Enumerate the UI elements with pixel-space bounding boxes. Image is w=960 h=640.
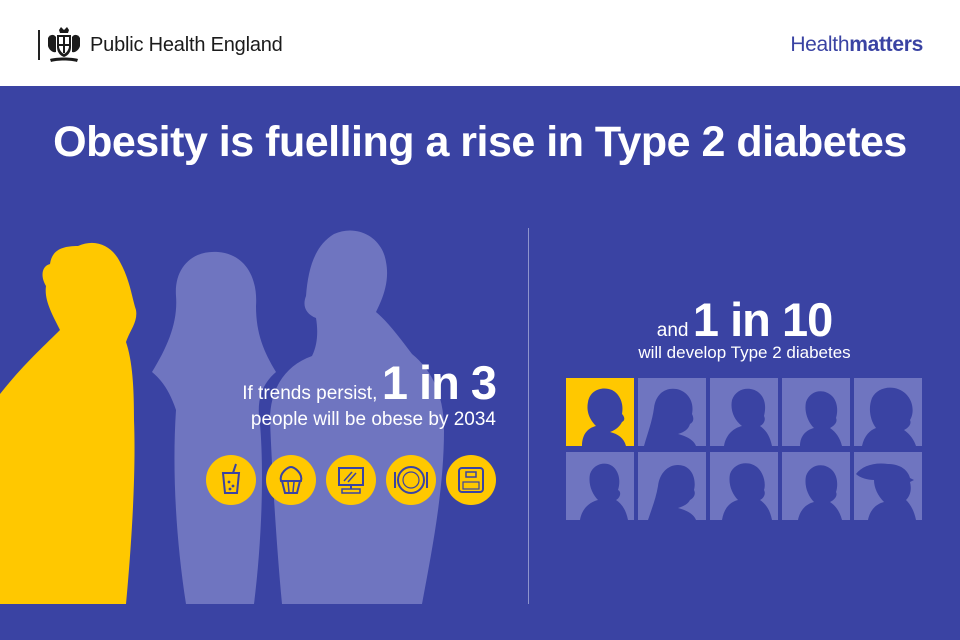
person-tile xyxy=(566,452,634,520)
plate-icon xyxy=(386,455,436,505)
health-matters-logo: Healthmatters xyxy=(790,33,923,57)
lifestyle-icon-row xyxy=(206,455,496,505)
obesity-stat-line: If trends persist, 1 in 3 xyxy=(206,355,497,410)
person-tile xyxy=(854,452,922,520)
header-bar: Public Health England Healthmatters xyxy=(0,0,960,86)
diabetes-stat-caption: will develop Type 2 diabetes xyxy=(638,343,851,362)
person-tile xyxy=(638,378,706,446)
royal-crest-icon xyxy=(48,27,80,62)
headline: Obesity is fuelling a rise in Type 2 dia… xyxy=(53,118,907,166)
diabetes-stat-figure: 1 in 10 xyxy=(692,293,833,346)
section-divider xyxy=(528,228,529,604)
header-rule xyxy=(38,30,40,60)
person-tile xyxy=(710,378,778,446)
obesity-stat-caption: people will be obese by 2034 xyxy=(250,409,496,430)
person-tile xyxy=(710,452,778,520)
person-tile xyxy=(782,452,850,520)
computer-screen-icon xyxy=(326,455,376,505)
obesity-stat-figure: 1 in 3 xyxy=(381,356,497,409)
diabetes-stat-line: and 1 in 10 xyxy=(529,292,960,347)
sugary-drink-icon xyxy=(206,455,256,505)
obese-person-silhouette xyxy=(0,242,137,604)
brand-light: Health xyxy=(790,33,850,56)
person-tile xyxy=(782,378,850,446)
weighing-scale-icon xyxy=(446,455,496,505)
man-silhouette xyxy=(270,230,444,604)
woman-silhouette xyxy=(152,251,276,604)
cupcake-icon xyxy=(266,455,316,505)
obesity-stat-prefix: If trends persist, xyxy=(242,383,378,404)
organisation-name: Public Health England xyxy=(90,34,283,56)
diabetes-stat-prefix: and xyxy=(656,320,689,341)
person-tile xyxy=(638,452,706,520)
person-tile xyxy=(854,378,922,446)
person-tile-highlighted xyxy=(566,378,634,446)
brand-bold: matters xyxy=(849,33,923,56)
people-grid xyxy=(566,378,924,520)
